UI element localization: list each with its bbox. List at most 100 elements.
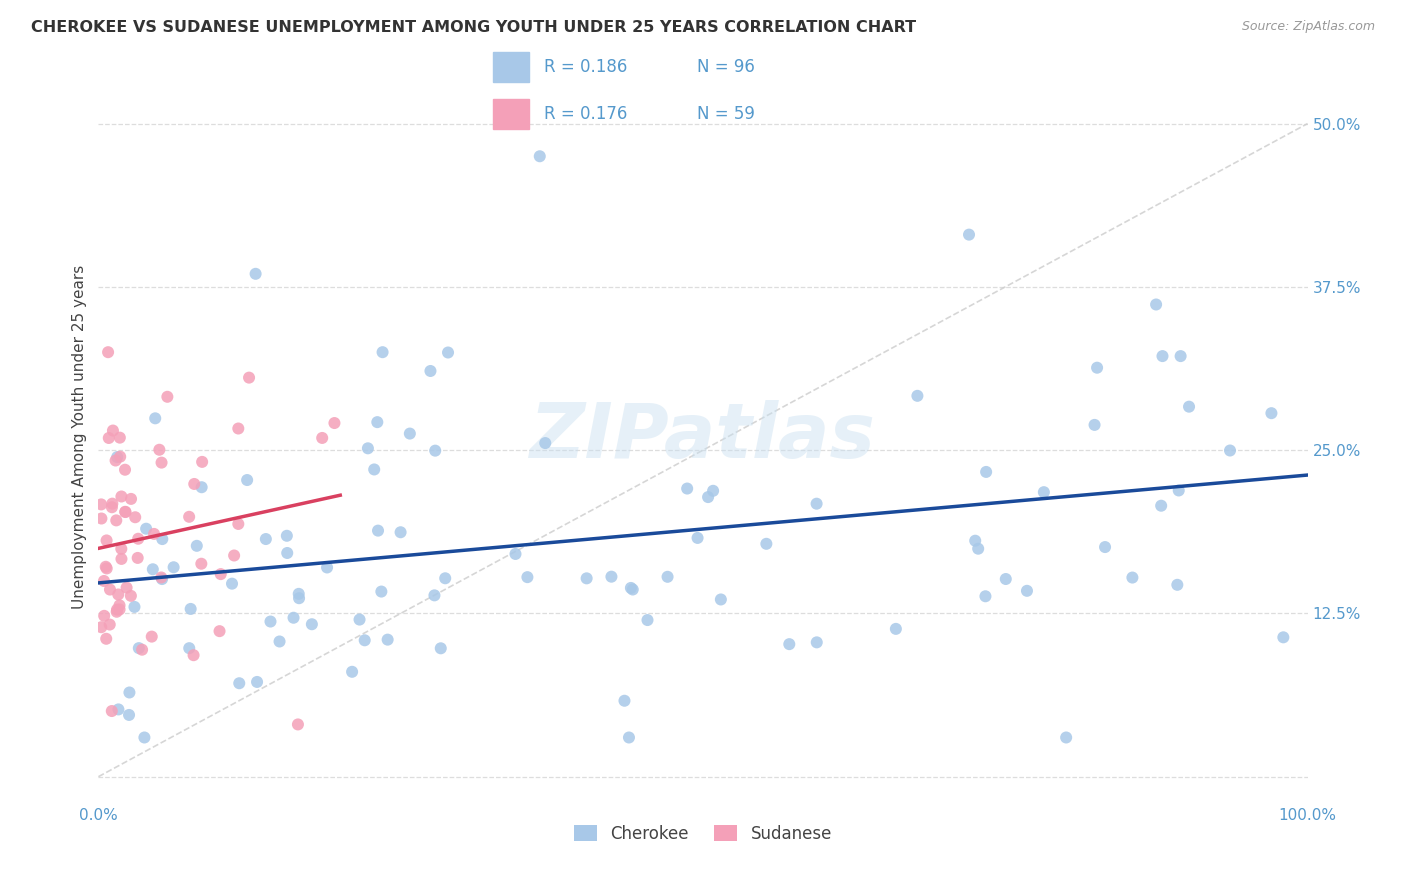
- Point: [1015, 583, 1038, 598]
- Point: [150, 532, 173, 546]
- Point: [221, 576, 243, 591]
- Point: [806, 635, 828, 649]
- Point: [191, 455, 214, 469]
- Point: [186, 539, 208, 553]
- Point: [228, 516, 250, 531]
- Point: [143, 411, 166, 425]
- Point: [505, 547, 527, 561]
- Point: [162, 560, 184, 574]
- Text: N = 96: N = 96: [697, 58, 755, 76]
- Point: [316, 560, 339, 574]
- Point: [1054, 731, 1077, 745]
- Point: [98, 617, 121, 632]
- Point: [246, 675, 269, 690]
- Point: [363, 462, 385, 476]
- Point: [97, 345, 120, 359]
- Point: [301, 617, 323, 632]
- Point: [108, 450, 131, 464]
- Point: [534, 436, 557, 450]
- Point: [637, 613, 659, 627]
- Point: [276, 529, 298, 543]
- Point: [124, 510, 146, 524]
- Point: [778, 637, 800, 651]
- Point: [259, 615, 281, 629]
- Point: [1272, 630, 1295, 644]
- Point: [377, 632, 399, 647]
- Point: [617, 731, 640, 745]
- Point: [110, 490, 132, 504]
- Point: [226, 421, 249, 435]
- Point: [994, 572, 1017, 586]
- Point: [254, 532, 277, 546]
- Point: [101, 424, 124, 438]
- Point: [190, 557, 212, 571]
- Point: [974, 589, 997, 603]
- Point: [127, 532, 149, 546]
- Point: [105, 513, 128, 527]
- Point: [965, 533, 987, 548]
- Point: [398, 426, 420, 441]
- Point: [323, 416, 346, 430]
- Point: [135, 522, 157, 536]
- Point: [101, 704, 124, 718]
- Point: [94, 559, 117, 574]
- Point: [114, 505, 136, 519]
- Point: [118, 708, 141, 723]
- Point: [96, 632, 118, 646]
- Point: [179, 509, 201, 524]
- Point: [621, 582, 644, 597]
- Point: [276, 546, 298, 560]
- Point: [1260, 406, 1282, 420]
- Point: [142, 562, 165, 576]
- Point: [905, 389, 928, 403]
- Point: [437, 345, 460, 359]
- Point: [128, 641, 150, 656]
- Point: [423, 588, 446, 602]
- Point: [96, 561, 118, 575]
- Point: [288, 591, 311, 606]
- Point: [676, 482, 699, 496]
- Point: [657, 570, 679, 584]
- Point: [613, 694, 636, 708]
- Point: [110, 541, 132, 556]
- Point: [101, 500, 124, 515]
- Point: [1032, 485, 1054, 500]
- Point: [90, 620, 112, 634]
- Point: [107, 702, 129, 716]
- Point: [148, 442, 170, 457]
- Point: [190, 480, 212, 494]
- Point: [228, 676, 250, 690]
- Point: [236, 473, 259, 487]
- Text: R = 0.186: R = 0.186: [544, 58, 627, 76]
- Point: [429, 641, 451, 656]
- Point: [150, 456, 173, 470]
- Point: [141, 630, 163, 644]
- Point: [600, 570, 623, 584]
- Point: [366, 415, 388, 429]
- Point: [389, 525, 412, 540]
- Point: [108, 602, 131, 616]
- Point: [180, 602, 202, 616]
- Point: [686, 531, 709, 545]
- Point: [1083, 417, 1105, 432]
- Point: [370, 584, 392, 599]
- Point: [353, 633, 375, 648]
- Point: [208, 624, 231, 639]
- Point: [357, 442, 380, 456]
- Point: [150, 572, 173, 586]
- Point: [1219, 443, 1241, 458]
- Point: [98, 582, 121, 597]
- Point: [575, 571, 598, 585]
- Text: N = 59: N = 59: [697, 105, 755, 123]
- Point: [434, 571, 457, 585]
- Point: [120, 491, 142, 506]
- Point: [115, 581, 138, 595]
- Point: [287, 717, 309, 731]
- Point: [340, 665, 363, 679]
- Point: [183, 477, 205, 491]
- Point: [183, 648, 205, 663]
- Point: [224, 549, 246, 563]
- Point: [755, 537, 778, 551]
- Point: [90, 511, 112, 525]
- Point: [104, 453, 127, 467]
